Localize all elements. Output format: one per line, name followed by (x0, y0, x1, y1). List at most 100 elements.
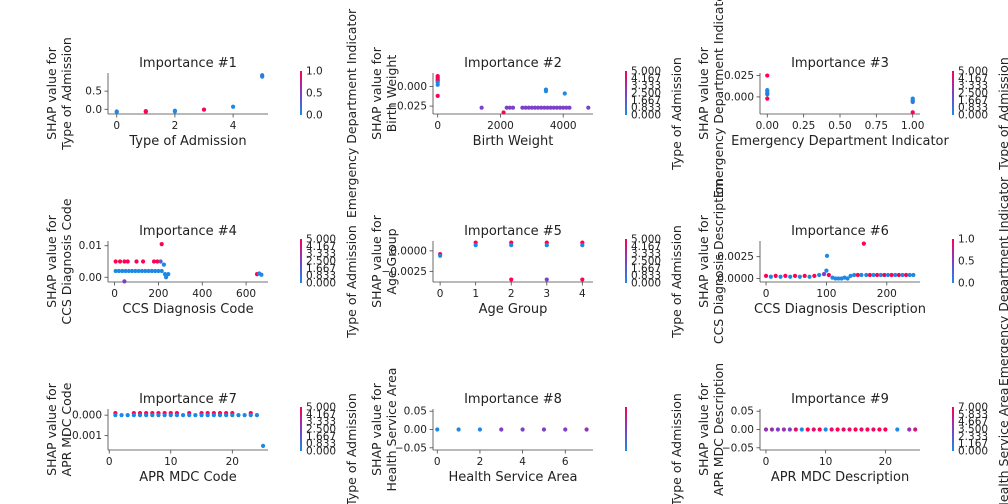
y-tick-label: 0.000 (72, 410, 102, 422)
data-point (867, 272, 872, 278)
scatter-points (438, 240, 585, 282)
data-point (499, 427, 504, 432)
colorbar-tick-label: 1.0 (958, 234, 975, 246)
data-point (162, 413, 167, 418)
data-point (529, 105, 534, 110)
data-point (913, 427, 918, 432)
colorbar-tick-label: 2.500 (631, 256, 661, 268)
x-tick-label: 10 (819, 456, 832, 468)
colorbar-label: Type of Admission (669, 393, 684, 504)
y-tick-label: −0.05 (395, 442, 427, 454)
data-point (120, 268, 125, 274)
data-point (163, 275, 169, 280)
data-point (823, 427, 828, 432)
data-point (143, 268, 148, 274)
colorbar-tick-label: 3.333 (958, 80, 988, 92)
data-point (113, 413, 118, 418)
data-point (133, 268, 138, 274)
data-point (438, 253, 443, 258)
data-point (123, 268, 128, 274)
y-axis-label-line2: APR MDC Code (59, 382, 74, 476)
data-point (477, 427, 483, 432)
data-point (161, 262, 166, 267)
data-point (557, 105, 563, 110)
data-point (254, 413, 260, 418)
data-point (805, 427, 810, 432)
data-point (584, 427, 589, 432)
y-axis-label-line1: SHAP value for (696, 382, 711, 476)
data-point (260, 443, 266, 448)
x-tick-label: 2000 (487, 120, 514, 132)
data-point (793, 427, 798, 432)
data-point (501, 110, 506, 115)
data-point (896, 272, 901, 278)
data-point (456, 427, 461, 432)
y-tick-label: 0.01 (79, 240, 102, 252)
data-point (821, 272, 827, 277)
x-tick-label: 0 (763, 288, 770, 300)
data-point (778, 274, 783, 279)
colorbar-tick-label: 0.5 (958, 256, 975, 268)
panel-title: Importance #5 (464, 224, 562, 239)
colorbar-label: Type of Admission (669, 57, 684, 171)
data-point (875, 272, 880, 278)
x-tick-label: 0 (113, 120, 120, 132)
data-point (168, 413, 173, 418)
x-tick-label: 10 (164, 456, 177, 468)
data-point (811, 427, 816, 432)
data-point (544, 243, 549, 248)
data-point (159, 242, 164, 247)
data-point (769, 427, 775, 432)
data-point (877, 427, 882, 432)
panel-title: Importance #8 (464, 392, 562, 407)
data-point (580, 243, 585, 248)
x-tick-label: 2 (172, 120, 179, 132)
panel-title: Importance #3 (791, 56, 889, 71)
x-tick-label: 4 (519, 456, 526, 468)
data-point (260, 73, 265, 78)
scatter-points (435, 74, 591, 115)
data-point (523, 105, 528, 110)
data-point (130, 268, 135, 274)
data-point (829, 427, 834, 432)
colorbar-tick-label: 7.000 (958, 402, 988, 414)
colorbar-tick-label: 3.333 (631, 248, 661, 260)
colorbar-label: Type of Admission (996, 57, 1008, 171)
data-point (792, 273, 798, 278)
x-tick-label: 0 (434, 456, 441, 468)
data-point (910, 99, 915, 105)
data-point (520, 427, 525, 432)
y-tick-label: 0.05 (731, 406, 754, 418)
panel-3: Importance #30.00 0.25 0.50 0.75 1.000.0000.… (696, 0, 1008, 198)
colorbar-tick-label: 3.333 (631, 80, 661, 92)
data-point (824, 268, 829, 273)
colorbar-tick-label: 0.000 (306, 278, 336, 290)
colorbar-tick-label: 5.000 (306, 234, 336, 246)
colorbar-tick-label: 0.833 (306, 438, 336, 450)
colorbar-tick-label: 1.667 (631, 95, 661, 107)
data-point (211, 413, 216, 418)
x-tick-label: 4 (230, 120, 237, 132)
colorbar-tick-label: 0.5 (306, 88, 323, 100)
x-tick-label: 200 (148, 288, 168, 300)
data-point (162, 272, 168, 277)
data-point (847, 427, 852, 432)
y-axis-label-line1: SHAP value for (44, 382, 59, 476)
data-point (882, 272, 887, 278)
data-point (242, 413, 247, 418)
panel-4: Importance #4 0 200 400 600 0.00 0.01 CCS Diagn… (44, 198, 359, 339)
y-tick-label: 0.00 (79, 272, 102, 284)
data-point (507, 105, 512, 110)
data-point (787, 427, 792, 432)
colorbar-label: Type of Admission (669, 225, 684, 339)
y-tick-label: 0.00 (404, 424, 427, 436)
x-tick-label: 2 (477, 456, 484, 468)
x-tick-label: 0.00 (756, 120, 779, 132)
colorbar-tick-label: 0.000 (958, 110, 988, 122)
data-point (904, 272, 909, 278)
y-axis-label-line1: SHAP value for (369, 214, 384, 308)
colorbar-label: Emergency Department Indicator (996, 176, 1008, 386)
